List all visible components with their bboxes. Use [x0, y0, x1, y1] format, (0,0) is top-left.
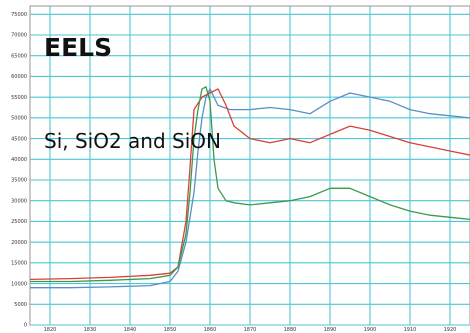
y-tick-label: 50000: [11, 116, 27, 122]
y-tick-label: 10000: [11, 281, 27, 287]
series-line-red: [29, 88, 470, 281]
grid-lines: [30, 6, 470, 326]
y-tick-label: 20000: [11, 240, 27, 246]
x-tick-label: 1880: [284, 327, 297, 333]
x-tick-label: 1900: [364, 327, 377, 333]
y-tick-label: 40000: [11, 157, 27, 163]
chart-title: EELS: [44, 33, 112, 62]
y-tick-label: 70000: [11, 33, 27, 39]
y-tick-label: 65000: [11, 53, 27, 59]
y-tick-label: 60000: [11, 74, 27, 80]
x-tick-label: 1870: [244, 327, 257, 333]
y-tick-label: 25000: [11, 219, 27, 225]
x-tick-label: 1830: [84, 327, 97, 333]
y-tick-label: 75000: [11, 12, 27, 18]
x-tick-label: 1850: [164, 327, 177, 333]
y-tick-label: 55000: [11, 95, 27, 101]
y-tick-label: 15000: [11, 261, 27, 267]
series-line-blue: [30, 88, 470, 289]
y-tick-label: 45000: [11, 136, 27, 142]
x-tick-label: 1840: [124, 327, 137, 333]
y-tick-labels: 0 5000 10000 15000 20000 25000 30000 35000 40000…: [11, 12, 27, 329]
y-tick-label: 30000: [11, 198, 27, 204]
x-tick-label: 1860: [204, 327, 217, 333]
x-tick-label: 1910: [404, 327, 417, 333]
y-tick-label: 5000: [14, 302, 27, 308]
x-tick-label: 1890: [324, 327, 337, 333]
series-line-green: [30, 86, 470, 283]
y-tick-label: 0: [24, 323, 27, 329]
chart-subtitle: Si, SiO2 and SiON: [44, 129, 221, 153]
x-tick-label: 1920: [444, 327, 457, 333]
y-tick-label: 35000: [11, 178, 27, 184]
series-group: [29, 86, 470, 289]
x-tick-label: 1820: [44, 327, 57, 333]
x-tick-labels: 1820 1830 1840 1850 1860 1870 1880 1890 1900 1910…: [44, 327, 457, 333]
